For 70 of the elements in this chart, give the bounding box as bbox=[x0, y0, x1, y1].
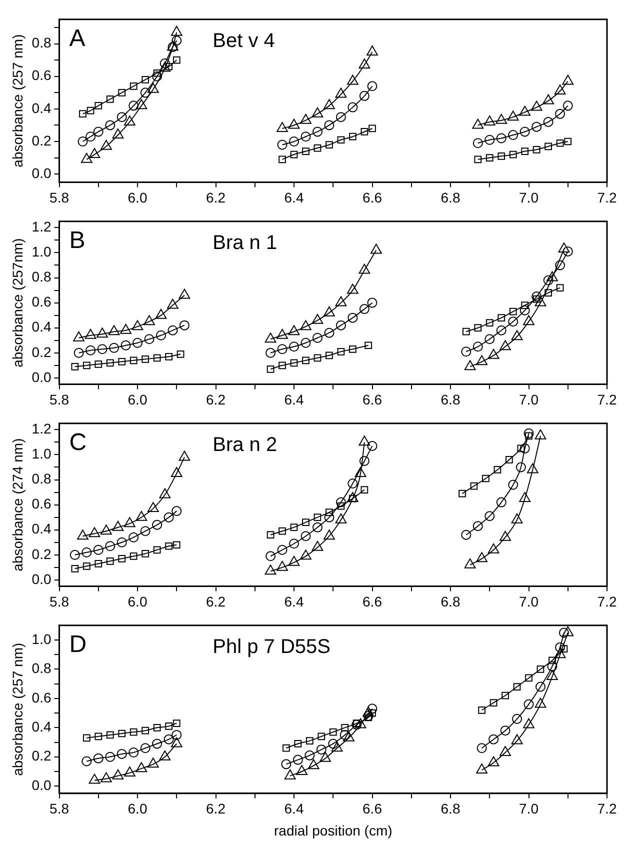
x-tick-label: 5.8 bbox=[50, 189, 70, 206]
x-tick-label: 6.4 bbox=[284, 391, 304, 408]
x-tick-label: 7.2 bbox=[597, 800, 617, 817]
y-axis-title: absorbance (274 nm) bbox=[9, 438, 26, 572]
y-tick-label: 0.6 bbox=[32, 689, 52, 706]
text: Bet v 4 bbox=[212, 30, 275, 52]
x-tick-label: 6.0 bbox=[128, 189, 148, 206]
x-tick-label: 6.2 bbox=[206, 800, 226, 817]
x-tick-label: 6.6 bbox=[362, 800, 382, 817]
x-tick-label: 6.6 bbox=[362, 391, 382, 408]
x-tick-label: 6.8 bbox=[440, 800, 460, 817]
y-tick-label: 0.0 bbox=[32, 368, 52, 385]
x-tick-label: 6.4 bbox=[284, 593, 304, 610]
chart-title: B bbox=[69, 227, 86, 254]
x-tick-label: 6.0 bbox=[128, 800, 148, 817]
text: Bra n 1 bbox=[212, 232, 278, 254]
y-tick-label: 0.6 bbox=[32, 294, 52, 310]
y-tick-label: 0.0 bbox=[32, 776, 52, 793]
y-tick-label: 0.0 bbox=[32, 164, 52, 181]
x-tick-label: 6.4 bbox=[284, 800, 304, 817]
y-tick-label: 0.8 bbox=[32, 34, 52, 51]
y-tick-label: 1.0 bbox=[32, 446, 52, 462]
y-tick-label: 1.2 bbox=[32, 420, 52, 437]
x-tick-label: 6.8 bbox=[440, 593, 460, 610]
y-tick-label: 0.2 bbox=[32, 132, 52, 148]
y-tick-label: 0.2 bbox=[32, 546, 52, 562]
x-axis-title: radial position (cm) bbox=[274, 822, 392, 838]
y-tick-label: 0.0 bbox=[32, 570, 52, 587]
y-tick-label: 1.2 bbox=[32, 218, 52, 235]
x-tick-label: 5.8 bbox=[50, 593, 70, 610]
y-tick-label: 1.0 bbox=[32, 244, 52, 260]
y-tick-label: 0.6 bbox=[32, 496, 52, 512]
x-tick-label: 7.2 bbox=[597, 593, 617, 610]
text: Bra n 2 bbox=[212, 434, 278, 456]
x-tick-label: 7.0 bbox=[519, 593, 539, 610]
chart-title: D bbox=[69, 631, 87, 658]
x-tick-label: 5.8 bbox=[50, 800, 70, 817]
y-tick-label: 0.6 bbox=[32, 67, 52, 84]
y-tick-label: 1.0 bbox=[32, 630, 52, 647]
y-tick-label: 0.4 bbox=[32, 520, 52, 537]
y-tick-label: 0.2 bbox=[32, 748, 52, 764]
x-tick-label: 6.2 bbox=[206, 189, 226, 206]
y-tick-label: 0.2 bbox=[32, 344, 52, 360]
x-tick-label: 6.8 bbox=[440, 189, 460, 206]
y-axis-title: absorbance (257nm) bbox=[9, 238, 26, 368]
x-tick-label: 6.0 bbox=[128, 593, 148, 610]
y-tick-label: 0.4 bbox=[32, 100, 52, 116]
x-tick-label: 7.2 bbox=[597, 189, 617, 206]
x-tick-label: 6.6 bbox=[362, 593, 382, 610]
y-tick-label: 0.8 bbox=[32, 268, 52, 285]
chart-title: A bbox=[69, 25, 86, 52]
y-axis-title: absorbance (257 nm) bbox=[9, 34, 26, 168]
chart-title: C bbox=[69, 429, 87, 456]
y-tick-label: 0.4 bbox=[32, 718, 52, 735]
x-tick-label: 6.8 bbox=[440, 391, 460, 408]
x-tick-label: 7.2 bbox=[597, 391, 617, 408]
x-tick-label: 7.0 bbox=[519, 391, 539, 408]
x-tick-label: 7.0 bbox=[519, 189, 539, 206]
y-axis-title: absorbance (257 nm) bbox=[9, 642, 26, 776]
x-tick-label: 6.6 bbox=[362, 189, 382, 206]
x-tick-label: 6.0 bbox=[128, 391, 148, 408]
x-tick-label: 6.2 bbox=[206, 391, 226, 408]
text: Phl p 7 D55S bbox=[212, 636, 330, 658]
y-tick-label: 0.8 bbox=[32, 660, 52, 676]
y-tick-label: 0.8 bbox=[32, 470, 52, 487]
y-tick-label: 0.4 bbox=[32, 318, 52, 335]
x-tick-label: 5.8 bbox=[50, 391, 70, 408]
x-tick-label: 6.2 bbox=[206, 593, 226, 610]
x-tick-label: 6.4 bbox=[284, 189, 304, 206]
x-tick-label: 7.0 bbox=[519, 800, 539, 817]
